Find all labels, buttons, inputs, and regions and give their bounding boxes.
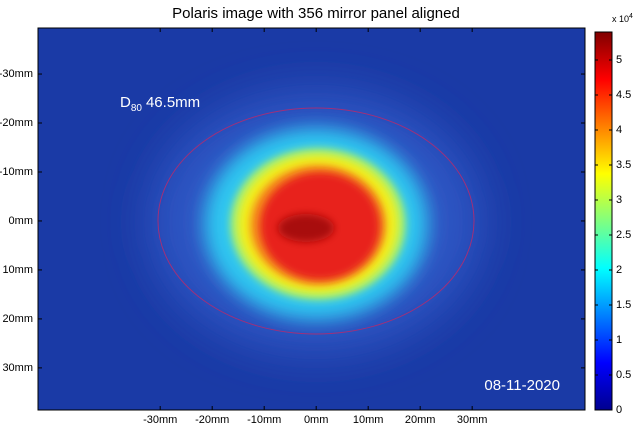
y-tick-label: 30mm bbox=[2, 362, 33, 374]
x-tick-label: 0mm bbox=[304, 414, 328, 425]
x-tick-label: 10mm bbox=[353, 414, 384, 425]
x-tick-label: -30mm bbox=[143, 414, 177, 425]
heatmap-core bbox=[278, 214, 334, 242]
x-tick-label: -10mm bbox=[247, 414, 281, 425]
x-tick-label: -20mm bbox=[195, 414, 229, 425]
colorbar-tick-label: 0.5 bbox=[616, 369, 631, 381]
colorbar-tick-label: 5 bbox=[616, 54, 622, 66]
colorbar-tick-label: 0 bbox=[616, 404, 622, 416]
y-tick-label: 20mm bbox=[2, 313, 33, 325]
y-tick-label: -20mm bbox=[0, 117, 33, 129]
x-tick-label: 20mm bbox=[405, 414, 436, 425]
chart: Polaris image with 356 mirror panel alig… bbox=[0, 0, 641, 425]
colorbar-exponent-label: x 104 bbox=[612, 13, 633, 25]
colorbar-tick-label: 3.5 bbox=[616, 159, 631, 171]
y-tick-label: 10mm bbox=[2, 264, 33, 276]
y-tick-label: -30mm bbox=[0, 68, 33, 80]
colorbar-tick-label: 4 bbox=[616, 124, 622, 136]
y-tick-label: 0mm bbox=[9, 215, 33, 227]
colorbar-tick-label: 2 bbox=[616, 264, 622, 276]
colorbar-tick-label: 3 bbox=[616, 194, 622, 206]
chart-title: Polaris image with 356 mirror panel alig… bbox=[172, 5, 460, 22]
heatmap bbox=[38, 28, 585, 410]
colorbar bbox=[595, 32, 612, 410]
colorbar-tick-label: 4.5 bbox=[616, 89, 631, 101]
colorbar-tick-label: 2.5 bbox=[616, 229, 631, 241]
x-tick-label: 30mm bbox=[457, 414, 488, 425]
y-tick-label: -10mm bbox=[0, 166, 33, 178]
colorbar-tick-label: 1.5 bbox=[616, 299, 631, 311]
colorbar-tick-label: 1 bbox=[616, 334, 622, 346]
date-annotation: 08-11-2020 bbox=[484, 377, 560, 394]
